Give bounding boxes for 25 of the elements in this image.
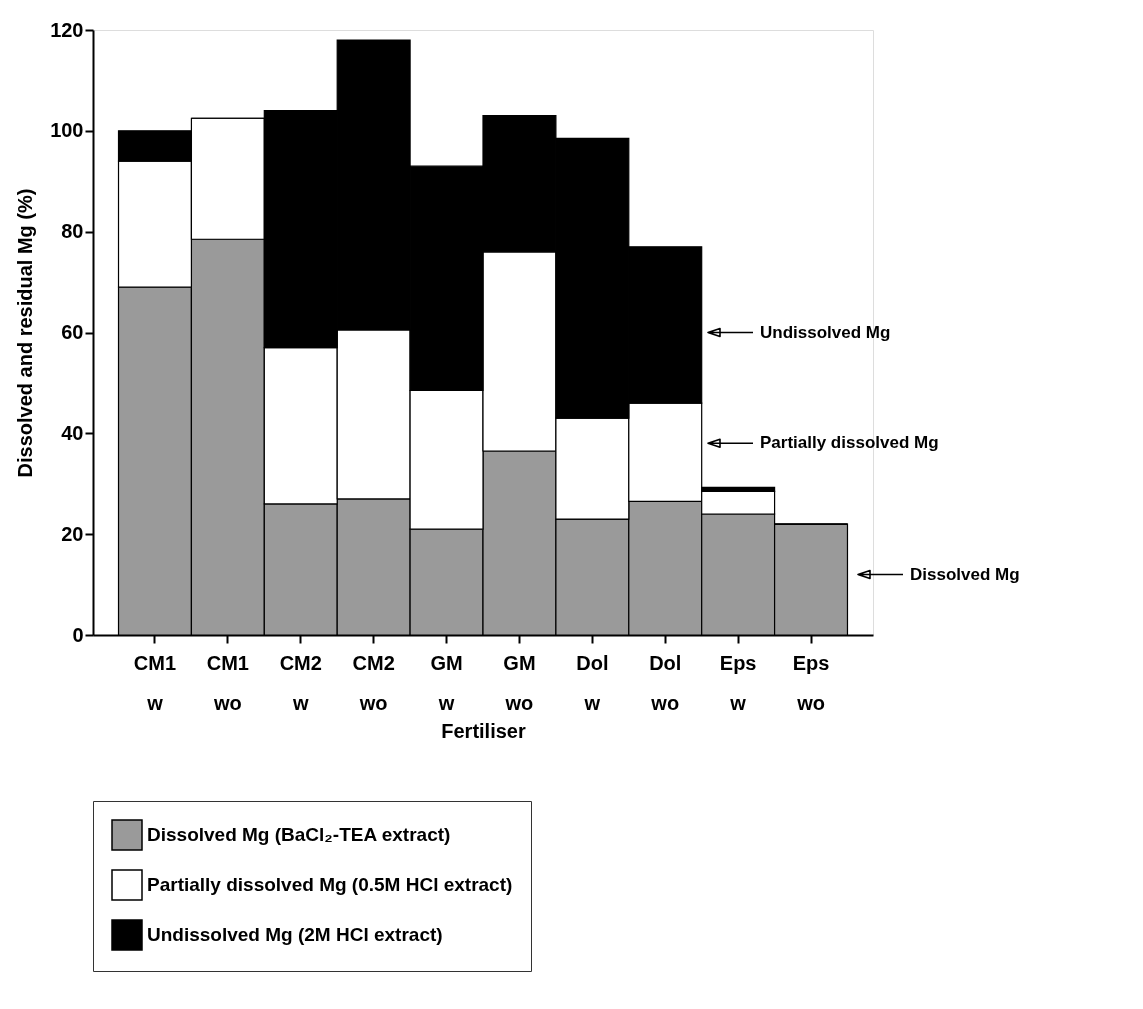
- x-tick-label: Eps w: [719, 651, 757, 714]
- y-tick-label: 120: [50, 18, 84, 41]
- annotation: Undissolved Mg: [760, 322, 891, 342]
- y-tick-label: 40: [61, 421, 84, 444]
- x-tick-label: CM1 w: [133, 651, 177, 714]
- x-tick-label: GM w: [430, 651, 463, 714]
- text: Dissolved Mg: [910, 564, 1020, 584]
- y-tick-label: 80: [61, 220, 84, 243]
- x-tick-label: Eps wo: [792, 651, 830, 714]
- y-tick-label: 100: [50, 119, 84, 142]
- y-tick-label: 60: [61, 321, 84, 343]
- x-tick-label: CM2 wo: [352, 651, 395, 714]
- y-tick-label: 20: [61, 522, 84, 545]
- x-axis-title: Fertiliser: [441, 719, 526, 742]
- annotation: Partially dissolved Mg: [760, 433, 939, 453]
- x-tick-label: GM wo: [503, 651, 536, 714]
- y-tick-label: 0: [72, 623, 84, 646]
- x-tick-label: Dol w: [576, 651, 609, 714]
- legend-label: Undissolved Mg (2M HCl extract): [147, 924, 443, 945]
- x-tick-label: CM1 wo: [206, 651, 249, 714]
- x-tick-label: Dol wo: [649, 651, 682, 714]
- x-tick-label: CM2 w: [279, 651, 322, 714]
- legend-label: Partially dissolved Mg (0.5M HCl extract): [147, 874, 513, 895]
- y-axis-title: Dissolved and residual Mg (%): [14, 188, 37, 478]
- legend-label: Dissolved Mg (BaCl₂-TEA extract): [147, 824, 451, 845]
